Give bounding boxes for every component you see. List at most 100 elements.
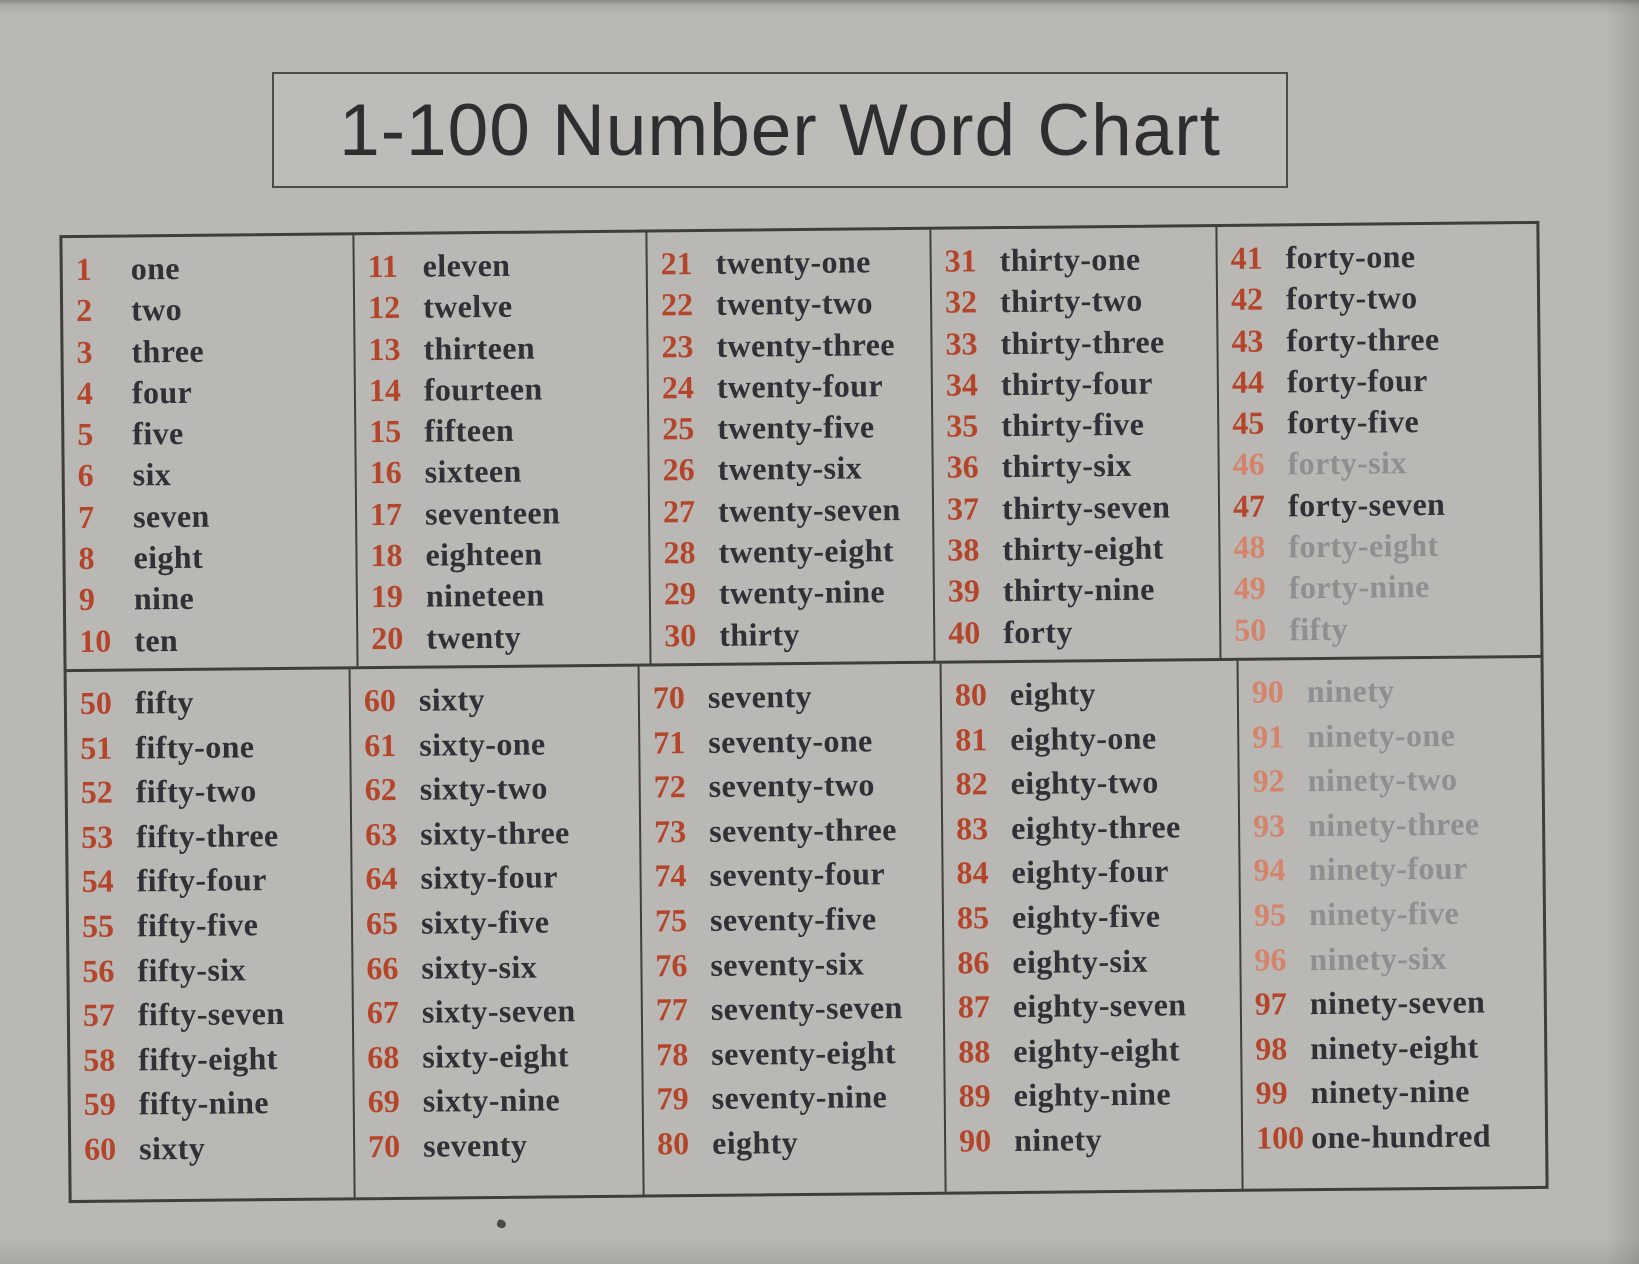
number-word-entry: 100 one-hundred xyxy=(1256,1115,1545,1162)
entry-number: 90 xyxy=(1251,673,1284,710)
number-word-entry: 80 eighty xyxy=(657,1121,944,1168)
entry-number: 87 xyxy=(957,988,991,1025)
entry-word: ninety-three xyxy=(1307,805,1480,843)
number-word-entry: 57 fifty-seven xyxy=(83,993,352,1040)
entry-word: fifty-two xyxy=(135,772,257,810)
entry-number: 51 xyxy=(80,729,113,766)
number-word-entry: 63 sixty-three xyxy=(365,811,639,858)
number-word-entry: 50 fifty xyxy=(80,680,349,727)
number-word-entry: 48 forty-eight xyxy=(1233,524,1539,568)
entry-number: 84 xyxy=(956,854,989,891)
entry-word: twenty-three xyxy=(716,325,896,364)
number-word-entry: 29 twenty-nine xyxy=(664,571,933,615)
number-word-entry: 55 fifty-five xyxy=(82,903,351,950)
entry-number: 29 xyxy=(663,575,697,612)
number-word-entry: 84 eighty-four xyxy=(956,850,1238,897)
entry-word: forty xyxy=(1003,613,1073,650)
entry-number: 93 xyxy=(1252,807,1286,844)
number-word-entry: 26 twenty-six xyxy=(662,447,931,491)
number-word-entry: 30 thirty xyxy=(664,612,933,656)
entry-word: eighty-four xyxy=(1011,852,1169,891)
number-word-entry: 52 fifty-two xyxy=(81,770,350,817)
number-word-entry: 79 seventy-nine xyxy=(657,1076,944,1123)
entry-number: 75 xyxy=(654,902,688,939)
number-word-entry: 96 ninety-six xyxy=(1254,936,1543,983)
entry-number: 71 xyxy=(653,723,686,761)
entry-word: eighty-nine xyxy=(1013,1075,1172,1114)
table-cell: 41 forty-one 42 forty-two 43 forty-three 44 for… xyxy=(1215,223,1541,659)
number-word-entry: 28 twenty-eight xyxy=(663,530,932,574)
entry-number: 73 xyxy=(653,812,687,850)
number-word-entry: 45 forty-five xyxy=(1232,400,1538,444)
number-word-entry: 31 thirty-one xyxy=(944,238,1215,282)
entry-word: fifty-eight xyxy=(138,1039,278,1078)
number-word-entry: 16 sixteen xyxy=(369,450,647,494)
entry-word: seventy-nine xyxy=(711,1078,888,1117)
entry-word: fourteen xyxy=(423,370,543,408)
entry-word: sixty-one xyxy=(419,725,546,763)
entry-number: 1 xyxy=(75,250,92,287)
entry-word: eighty xyxy=(711,1124,799,1161)
entry-number: 53 xyxy=(80,818,114,855)
entry-word: forty-four xyxy=(1286,361,1428,400)
entry-number: 52 xyxy=(80,773,113,811)
table-cell: 80 eighty 81 eighty-one 82 eighty-two 83 eighty… xyxy=(939,660,1242,1192)
entry-number: 60 xyxy=(363,681,397,719)
entry-word: seventy-seven xyxy=(710,989,903,1028)
entry-number: 18 xyxy=(370,536,403,574)
entry-word: seven xyxy=(132,497,210,535)
entry-word: ninety-five xyxy=(1308,894,1460,933)
entry-number: 28 xyxy=(663,534,696,571)
entry-number: 62 xyxy=(364,771,397,808)
entry-number: 70 xyxy=(652,679,686,716)
number-word-entry: 32 thirty-two xyxy=(945,279,1216,323)
table-cell: 31 thirty-one 32 thirty-two 33 thirty-three 34… xyxy=(929,227,1220,661)
entry-number: 12 xyxy=(367,289,401,326)
number-word-entry: 8 eight xyxy=(78,535,355,579)
page-title: 1-100 Number Word Chart xyxy=(339,89,1221,171)
number-word-entry: 85 eighty-five xyxy=(957,895,1239,942)
entry-number: 58 xyxy=(83,1041,116,1078)
entry-number: 23 xyxy=(661,327,694,364)
entry-word: sixty-three xyxy=(419,814,570,852)
number-word-entry: 80 eighty xyxy=(955,672,1237,719)
entry-word: twenty xyxy=(426,618,522,656)
entry-word: sixty-two xyxy=(419,769,548,807)
entry-number: 41 xyxy=(1230,239,1263,276)
entry-number: 46 xyxy=(1232,446,1265,483)
entry-number: 89 xyxy=(958,1077,991,1114)
number-word-entry: 24 twenty-four xyxy=(662,365,931,409)
entry-word: seventy-three xyxy=(708,810,897,849)
entry-number: 59 xyxy=(83,1085,116,1123)
entry-number: 8 xyxy=(78,539,95,577)
entry-word: twenty-seven xyxy=(717,490,901,529)
entry-number: 10 xyxy=(79,622,112,659)
entry-number: 83 xyxy=(955,810,989,847)
entry-word: seventy-four xyxy=(709,855,886,894)
number-word-entry: 73 seventy-three xyxy=(654,808,941,855)
entry-word: sixty xyxy=(138,1129,206,1167)
entry-number: 7 xyxy=(77,498,95,535)
entry-word: thirty-eight xyxy=(1002,529,1164,568)
number-word-entry: 56 fifty-six xyxy=(82,948,351,995)
number-word-entry: 17 seventeen xyxy=(370,491,648,535)
entry-word: forty-eight xyxy=(1288,526,1439,565)
entry-number: 2 xyxy=(75,292,93,329)
entry-word: sixty-seven xyxy=(421,992,576,1030)
entry-number: 39 xyxy=(947,572,981,609)
entry-word: fifty xyxy=(1289,610,1349,648)
number-word-entry: 38 thirty-eight xyxy=(947,527,1218,571)
entry-number: 16 xyxy=(369,454,402,491)
number-word-entry: 90 ninety xyxy=(959,1118,1241,1165)
number-word-entry: 59 fifty-nine xyxy=(84,1082,353,1129)
number-word-entry: 51 fifty-one xyxy=(80,725,349,772)
entry-number: 94 xyxy=(1253,851,1286,889)
entry-number: 56 xyxy=(82,952,115,989)
entry-word: ninety xyxy=(1306,672,1395,710)
entry-word: twelve xyxy=(422,288,513,325)
entry-number: 88 xyxy=(958,1032,991,1070)
number-word-entry: 5 five xyxy=(77,411,354,455)
number-word-entry: 75 seventy-five xyxy=(655,898,942,945)
table-cell: 70 seventy 71 seventy-one 72 seventy-two 73 sev… xyxy=(637,663,945,1195)
entry-word: fifteen xyxy=(424,411,515,449)
